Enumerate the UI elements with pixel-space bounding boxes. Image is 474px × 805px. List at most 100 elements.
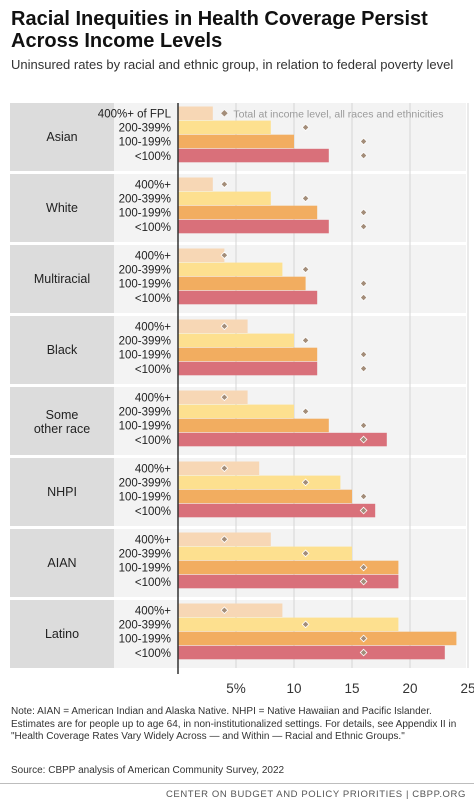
group-label-panel-3 bbox=[10, 316, 114, 384]
group-label-panel-7 bbox=[10, 600, 114, 668]
total-marker bbox=[359, 364, 368, 373]
bar bbox=[178, 347, 318, 362]
income-label: 200-399% bbox=[119, 478, 171, 490]
bar bbox=[178, 333, 294, 348]
total-marker bbox=[301, 407, 310, 416]
total-marker bbox=[359, 634, 368, 643]
income-label: <100% bbox=[135, 435, 171, 447]
group-label: NHPI bbox=[47, 485, 77, 499]
uninsured-rates-chart: Asian 400%+ of FPL 200-399% 100-199% <100% Wh… bbox=[10, 103, 474, 696]
bar bbox=[178, 503, 376, 518]
footer-credit: CENTER ON BUDGET AND POLICY PRIORITIES |… bbox=[165, 789, 466, 800]
income-label: 400%+ bbox=[135, 180, 171, 192]
income-label: <100% bbox=[135, 293, 171, 305]
bar bbox=[178, 574, 399, 589]
total-marker bbox=[301, 336, 310, 345]
bar bbox=[178, 560, 399, 575]
income-label: 400%+ bbox=[135, 606, 171, 618]
total-marker bbox=[359, 421, 368, 430]
group-label: Black bbox=[47, 343, 78, 357]
bar bbox=[178, 262, 283, 277]
income-label: 100-199% bbox=[119, 208, 171, 220]
income-label: <100% bbox=[135, 648, 171, 660]
x-tick-label: 20 bbox=[402, 681, 417, 696]
group-label-panel-5 bbox=[10, 458, 114, 526]
income-label: 200-399% bbox=[119, 549, 171, 561]
total-marker bbox=[301, 265, 310, 274]
income-label: <100% bbox=[135, 577, 171, 589]
bar bbox=[178, 106, 213, 120]
bar bbox=[178, 120, 271, 135]
group-label: AIAN bbox=[47, 556, 76, 570]
legend-marker bbox=[221, 109, 228, 117]
total-marker bbox=[220, 464, 229, 473]
income-label: 100-199% bbox=[119, 563, 171, 575]
income-label: 100-199% bbox=[119, 279, 171, 291]
bar bbox=[178, 148, 329, 163]
total-marker bbox=[301, 478, 310, 487]
bar bbox=[178, 191, 271, 206]
total-marker bbox=[359, 137, 368, 146]
income-label: 200-399% bbox=[119, 265, 171, 277]
income-label: 200-399% bbox=[119, 123, 171, 135]
total-marker bbox=[359, 563, 368, 572]
income-label: 100-199% bbox=[119, 421, 171, 433]
income-label: <100% bbox=[135, 364, 171, 376]
chart-title: Racial Inequities in Health Coverage Per… bbox=[11, 8, 428, 52]
bar bbox=[178, 276, 306, 291]
group-label: White bbox=[46, 201, 78, 215]
group-label-panel-0 bbox=[10, 103, 114, 171]
chart-source: Source: CBPP analysis of American Commun… bbox=[11, 765, 285, 776]
total-marker bbox=[359, 506, 368, 515]
income-label: 200-399% bbox=[119, 407, 171, 419]
bar bbox=[178, 432, 387, 447]
bar bbox=[178, 134, 294, 149]
bar bbox=[178, 645, 445, 660]
bar bbox=[178, 475, 341, 490]
group-label-line1: Some bbox=[46, 408, 79, 422]
total-marker bbox=[301, 194, 310, 203]
total-marker bbox=[301, 123, 310, 132]
income-label: 100-199% bbox=[119, 350, 171, 362]
group-label-panel-1 bbox=[10, 174, 114, 242]
bar bbox=[178, 248, 225, 262]
total-marker bbox=[359, 577, 368, 586]
total-marker bbox=[359, 222, 368, 231]
bar bbox=[178, 546, 352, 561]
total-marker bbox=[359, 208, 368, 217]
total-marker bbox=[359, 293, 368, 302]
bar bbox=[178, 489, 352, 504]
x-tick-label: 5% bbox=[226, 681, 246, 696]
bar bbox=[178, 404, 294, 419]
income-label: <100% bbox=[135, 151, 171, 163]
bar bbox=[178, 219, 329, 234]
income-label: 200-399% bbox=[119, 620, 171, 632]
bar bbox=[178, 319, 248, 333]
income-label: 400%+ bbox=[135, 393, 171, 405]
x-tick-label: 15 bbox=[344, 681, 359, 696]
total-marker bbox=[220, 322, 229, 331]
bar bbox=[178, 290, 318, 305]
total-marker bbox=[359, 648, 368, 657]
group-label-panel-4 bbox=[10, 387, 114, 455]
bar bbox=[178, 177, 213, 191]
group-label: Asian bbox=[46, 130, 77, 144]
bar bbox=[178, 631, 457, 646]
total-marker bbox=[220, 606, 229, 615]
total-marker bbox=[359, 435, 368, 444]
x-tick-label: 10 bbox=[286, 681, 301, 696]
total-marker bbox=[359, 279, 368, 288]
group-label: Latino bbox=[45, 627, 79, 641]
bar bbox=[178, 603, 283, 617]
total-marker bbox=[301, 549, 310, 558]
income-label: 400%+ bbox=[135, 322, 171, 334]
footer-divider bbox=[0, 783, 474, 784]
total-marker bbox=[220, 393, 229, 402]
total-marker bbox=[359, 350, 368, 359]
income-label: 200-399% bbox=[119, 194, 171, 206]
total-marker bbox=[359, 492, 368, 501]
chart-subtitle: Uninsured rates by racial and ethnic gro… bbox=[11, 57, 454, 72]
bar bbox=[178, 461, 260, 475]
chart-note: Note: AIAN = American Indian and Alaska … bbox=[11, 706, 457, 742]
income-label: 200-399% bbox=[119, 336, 171, 348]
